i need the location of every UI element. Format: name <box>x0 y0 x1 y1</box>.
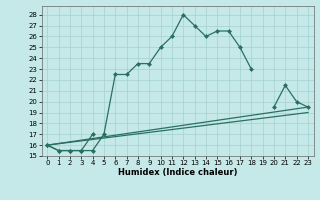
X-axis label: Humidex (Indice chaleur): Humidex (Indice chaleur) <box>118 168 237 177</box>
